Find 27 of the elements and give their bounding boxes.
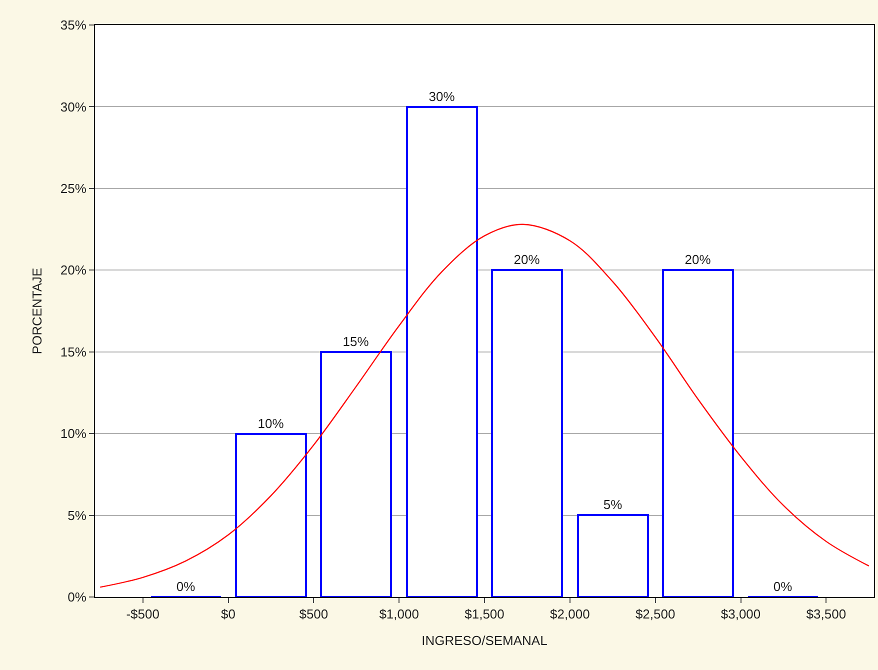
x-tick-label: $500 bbox=[299, 606, 328, 622]
data-label: 30% bbox=[428, 89, 456, 104]
y-tick-label: 25% bbox=[60, 180, 87, 196]
data-label: 5% bbox=[603, 497, 623, 512]
data-label: 20% bbox=[514, 252, 540, 267]
data-label: 0% bbox=[176, 579, 196, 594]
x-tick-label: $2,500 bbox=[635, 606, 676, 622]
y-tick-label: 5% bbox=[68, 508, 87, 523]
y-tick-label: 20% bbox=[60, 262, 87, 278]
x-tick-label: -$500 bbox=[126, 606, 160, 622]
data-label: 10% bbox=[258, 416, 284, 431]
y-axis-title: PORCENTAJE bbox=[29, 267, 44, 354]
x-tick-label: $2,000 bbox=[550, 606, 590, 622]
y-tick-label: 15% bbox=[60, 344, 87, 360]
data-label: 20% bbox=[684, 252, 712, 267]
x-axis-title: INGRESO/SEMANAL bbox=[422, 633, 548, 648]
x-tick-label: $3,500 bbox=[806, 606, 846, 622]
data-label: 0% bbox=[773, 579, 793, 594]
x-tick-label: $0 bbox=[221, 606, 236, 622]
y-tick-label: 10% bbox=[60, 426, 87, 442]
x-tick-label: $3,000 bbox=[720, 606, 761, 622]
x-tick-label: $1,500 bbox=[464, 606, 504, 622]
y-tick-label: 0% bbox=[68, 590, 87, 605]
x-tick-label: $1,000 bbox=[379, 606, 419, 622]
y-tick-label: 30% bbox=[60, 99, 87, 114]
y-tick-label: 35% bbox=[60, 18, 87, 33]
data-label: 15% bbox=[342, 334, 370, 349]
